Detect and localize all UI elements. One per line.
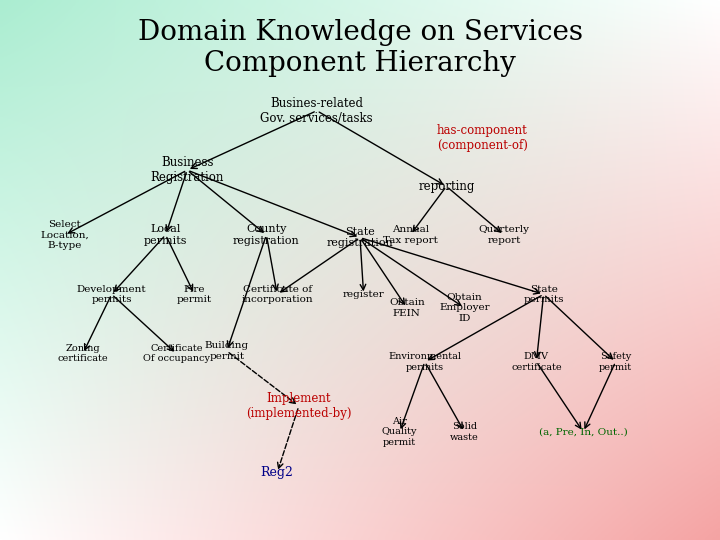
Text: reporting: reporting [418,180,474,193]
Text: Annual
Tax report: Annual Tax report [383,225,438,245]
Text: Quarterly
report: Quarterly report [479,225,529,245]
Text: Obtain
FEIN: Obtain FEIN [389,298,425,318]
Text: Development
permits: Development permits [77,285,146,304]
Text: Busines-related
Gov. services/tasks: Busines-related Gov. services/tasks [261,97,373,125]
Text: Fire
permit: Fire permit [177,285,212,304]
Text: (a, Pre, In, Out..): (a, Pre, In, Out..) [539,428,628,436]
Text: Business
Registration: Business Registration [150,156,224,184]
Text: Solid
waste: Solid waste [450,422,479,442]
Text: Reg2: Reg2 [261,466,294,479]
Text: State
permits: State permits [523,285,564,304]
Text: has-component
(component-of): has-component (component-of) [437,124,528,152]
Text: Air
Quality
permit: Air Quality permit [382,417,418,447]
Text: Implement
(implemented-by): Implement (implemented-by) [246,392,351,420]
Text: Zoning
certificate: Zoning certificate [58,344,108,363]
Text: Certificate of
incorporation: Certificate of incorporation [241,285,313,304]
Text: Environmental
permits: Environmental permits [388,352,462,372]
Text: Safety
permit: Safety permit [599,352,632,372]
Text: Building
permit: Building permit [204,341,249,361]
Text: DMV
certificate: DMV certificate [511,352,562,372]
Text: Select
Location,
B-type: Select Location, B-type [40,220,89,250]
Text: Obtain
Employer
ID: Obtain Employer ID [439,293,490,323]
Text: register: register [343,290,384,299]
Text: Domain Knowledge on Services
Component Hierarchy: Domain Knowledge on Services Component H… [138,19,582,77]
Text: Certificate
Of occupancy: Certificate Of occupancy [143,344,210,363]
Text: State
registration: State registration [327,227,393,248]
Text: County
registration: County registration [233,224,300,246]
Text: Local
permits: Local permits [144,224,187,246]
